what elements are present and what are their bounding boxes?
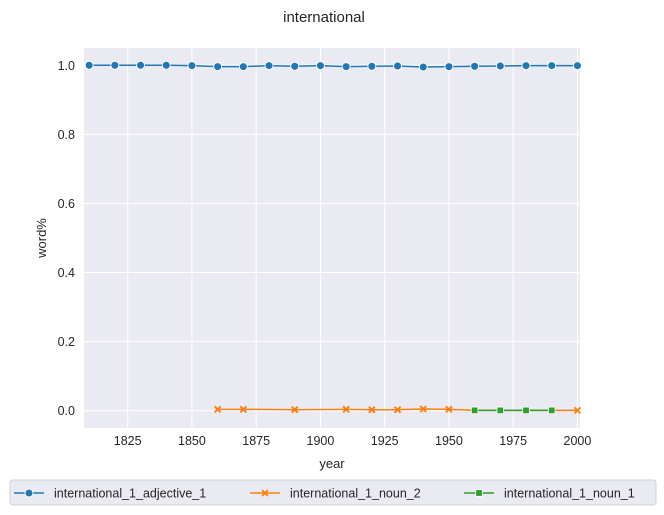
data-point bbox=[84, 60, 94, 70]
y-axis-ticks: 0.0 0.2 0.4 0.6 0.8 1.0 bbox=[58, 59, 75, 418]
legend-item: international_1_noun_1 bbox=[464, 487, 635, 501]
y-tick-label: 1.0 bbox=[58, 59, 75, 73]
data-point bbox=[341, 62, 351, 72]
data-point bbox=[367, 61, 377, 71]
data-point bbox=[291, 406, 299, 414]
x-tick-label: 1950 bbox=[435, 434, 463, 448]
data-point bbox=[264, 61, 274, 71]
x-axis-ticks: 1825 1850 1875 1900 1925 1950 1975 2000 bbox=[114, 434, 592, 448]
data-point bbox=[342, 405, 350, 414]
data-point bbox=[522, 406, 530, 415]
data-point bbox=[136, 60, 145, 70]
y-axis-label: word% bbox=[34, 218, 49, 259]
data-point bbox=[213, 62, 223, 72]
data-point bbox=[213, 405, 222, 414]
x-tick-label: 1900 bbox=[307, 434, 335, 448]
data-point bbox=[470, 406, 479, 415]
legend-marker bbox=[24, 488, 34, 498]
x-tick-label: 1925 bbox=[371, 434, 399, 448]
x-axis-label: year bbox=[319, 456, 345, 471]
legend-items: international_1_adjective_1 international… bbox=[14, 487, 635, 501]
legend-label: international_1_noun_1 bbox=[504, 487, 635, 501]
x-tick-label: 2000 bbox=[564, 434, 592, 448]
data-point bbox=[573, 406, 582, 415]
series-international_1_noun_1 bbox=[470, 406, 556, 415]
data-point bbox=[290, 61, 300, 71]
data-point bbox=[521, 61, 531, 71]
legend-item: international_1_noun_2 bbox=[250, 487, 421, 501]
legend-box bbox=[9, 479, 657, 506]
x-tick-label: 1850 bbox=[178, 434, 206, 448]
legend-marker bbox=[475, 489, 483, 497]
data-point bbox=[547, 61, 557, 71]
y-tick-label: 0.6 bbox=[58, 197, 75, 211]
data-point bbox=[444, 62, 454, 72]
data-point bbox=[548, 406, 556, 415]
legend-marker bbox=[261, 489, 269, 497]
plot-area bbox=[84, 48, 580, 428]
data-point bbox=[418, 62, 428, 72]
data-point bbox=[315, 61, 325, 71]
data-point bbox=[110, 60, 120, 70]
chart-title: international bbox=[283, 9, 365, 26]
data-point bbox=[393, 61, 402, 71]
data-point bbox=[238, 62, 248, 72]
legend-item: international_1_adjective_1 bbox=[14, 487, 206, 501]
x-tick-label: 1975 bbox=[499, 434, 527, 448]
y-tick-label: 0.4 bbox=[58, 266, 75, 280]
legend-label: international_1_adjective_1 bbox=[54, 487, 206, 501]
legend-label: international_1_noun_2 bbox=[290, 487, 421, 501]
x-tick-label: 1875 bbox=[242, 434, 270, 448]
data-point bbox=[368, 406, 376, 414]
data-point bbox=[393, 406, 402, 414]
data-point bbox=[470, 61, 480, 71]
series-layer bbox=[84, 60, 582, 415]
y-tick-label: 0.0 bbox=[58, 404, 75, 418]
y-tick-label: 0.8 bbox=[58, 128, 75, 142]
data-point bbox=[445, 405, 453, 414]
series-international_1_adjective_1 bbox=[84, 60, 582, 72]
data-point bbox=[239, 405, 248, 414]
y-tick-label: 0.2 bbox=[58, 335, 75, 349]
data-point bbox=[161, 60, 171, 70]
data-point bbox=[495, 61, 505, 71]
data-point bbox=[572, 61, 582, 71]
x-tick-label: 1825 bbox=[114, 434, 142, 448]
data-point bbox=[187, 61, 197, 71]
data-point bbox=[419, 405, 427, 413]
data-point bbox=[496, 406, 505, 415]
legend: international_1_adjective_1 international… bbox=[9, 479, 657, 506]
